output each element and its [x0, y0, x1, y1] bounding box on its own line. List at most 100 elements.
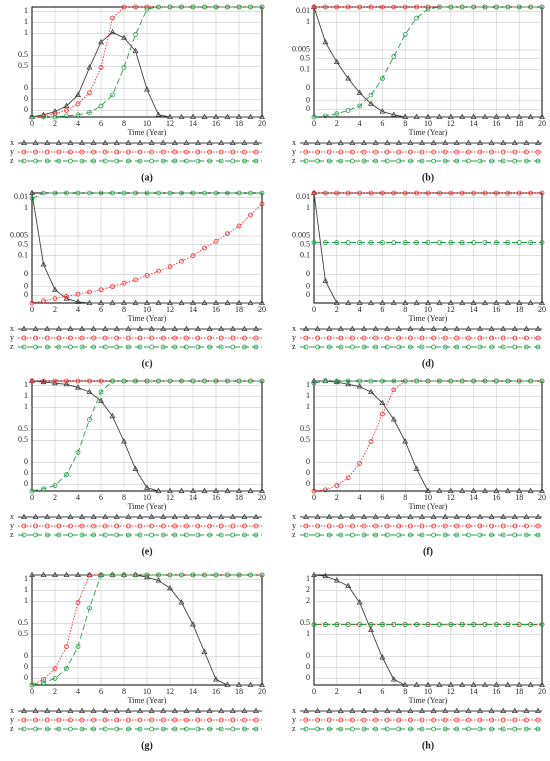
marker	[236, 223, 242, 229]
marker	[500, 325, 507, 331]
marker	[102, 726, 108, 732]
marker	[303, 139, 309, 145]
marker	[224, 487, 231, 493]
marker	[213, 4, 219, 10]
marker	[160, 532, 166, 538]
marker	[391, 240, 397, 245]
marker	[337, 513, 344, 519]
marker	[391, 378, 397, 384]
marker	[55, 707, 62, 713]
marker	[523, 139, 530, 145]
marker	[207, 717, 213, 723]
marker	[407, 158, 413, 164]
marker	[337, 325, 344, 331]
marker	[431, 149, 437, 155]
marker	[333, 378, 340, 385]
marker	[149, 726, 155, 732]
marker	[539, 299, 545, 305]
marker	[114, 726, 120, 732]
marker	[137, 149, 143, 155]
marker	[527, 681, 534, 687]
marker	[41, 114, 46, 120]
marker	[402, 438, 409, 444]
marker	[379, 399, 386, 405]
x-tick-label: 12	[166, 687, 174, 696]
marker	[225, 4, 230, 10]
marker	[172, 717, 178, 723]
marker	[419, 158, 425, 164]
marker	[315, 344, 321, 350]
marker	[539, 622, 545, 627]
marker	[477, 513, 483, 519]
marker	[407, 325, 414, 331]
marker	[402, 32, 408, 37]
marker	[465, 513, 472, 519]
marker	[402, 190, 408, 196]
marker	[160, 325, 167, 331]
marker	[488, 139, 495, 145]
marker	[373, 532, 379, 538]
x-tick-label: 12	[166, 493, 174, 502]
marker	[75, 91, 81, 97]
marker	[430, 707, 437, 713]
marker	[248, 4, 253, 10]
marker	[402, 378, 408, 384]
marker	[137, 523, 143, 529]
marker	[459, 487, 466, 493]
marker	[349, 139, 356, 145]
marker	[75, 384, 81, 390]
marker	[201, 648, 208, 654]
marker	[315, 149, 321, 155]
marker	[98, 38, 104, 45]
marker	[218, 325, 225, 331]
marker	[407, 717, 413, 723]
marker	[414, 190, 420, 196]
marker	[137, 158, 143, 164]
marker	[535, 149, 541, 155]
marker	[500, 158, 506, 164]
x-tick-label: 16	[492, 687, 500, 696]
marker	[218, 717, 224, 723]
marker	[33, 344, 38, 350]
marker	[98, 389, 104, 395]
marker	[91, 726, 96, 732]
marker	[407, 149, 413, 155]
marker	[137, 717, 143, 723]
y-tick-label: 0.005	[292, 231, 310, 240]
marker	[465, 325, 472, 331]
marker	[368, 92, 374, 98]
marker	[337, 707, 344, 713]
marker	[68, 158, 73, 164]
marker	[137, 344, 143, 350]
marker	[361, 139, 367, 145]
marker	[311, 190, 317, 196]
marker	[125, 717, 131, 723]
marker	[482, 299, 488, 305]
marker	[500, 717, 506, 723]
marker	[368, 190, 374, 196]
marker	[504, 681, 511, 687]
marker	[368, 388, 374, 394]
x-tick-label: 20	[538, 119, 546, 128]
marker	[206, 325, 213, 331]
marker	[125, 532, 131, 538]
marker	[44, 707, 51, 713]
marker	[524, 344, 529, 350]
marker	[488, 707, 495, 713]
marker	[202, 572, 207, 578]
marker	[345, 75, 352, 81]
marker	[79, 149, 85, 155]
marker	[29, 682, 35, 688]
legend-label: x	[292, 512, 296, 521]
y-tick-label: 0.01	[14, 192, 28, 201]
y-tick-label: 0	[306, 281, 310, 290]
marker	[190, 113, 196, 119]
marker	[149, 149, 155, 155]
marker	[195, 149, 201, 155]
marker	[172, 335, 178, 341]
marker	[488, 325, 495, 331]
marker	[114, 523, 120, 529]
marker	[357, 622, 363, 627]
x-tick-label: 2	[335, 119, 339, 128]
